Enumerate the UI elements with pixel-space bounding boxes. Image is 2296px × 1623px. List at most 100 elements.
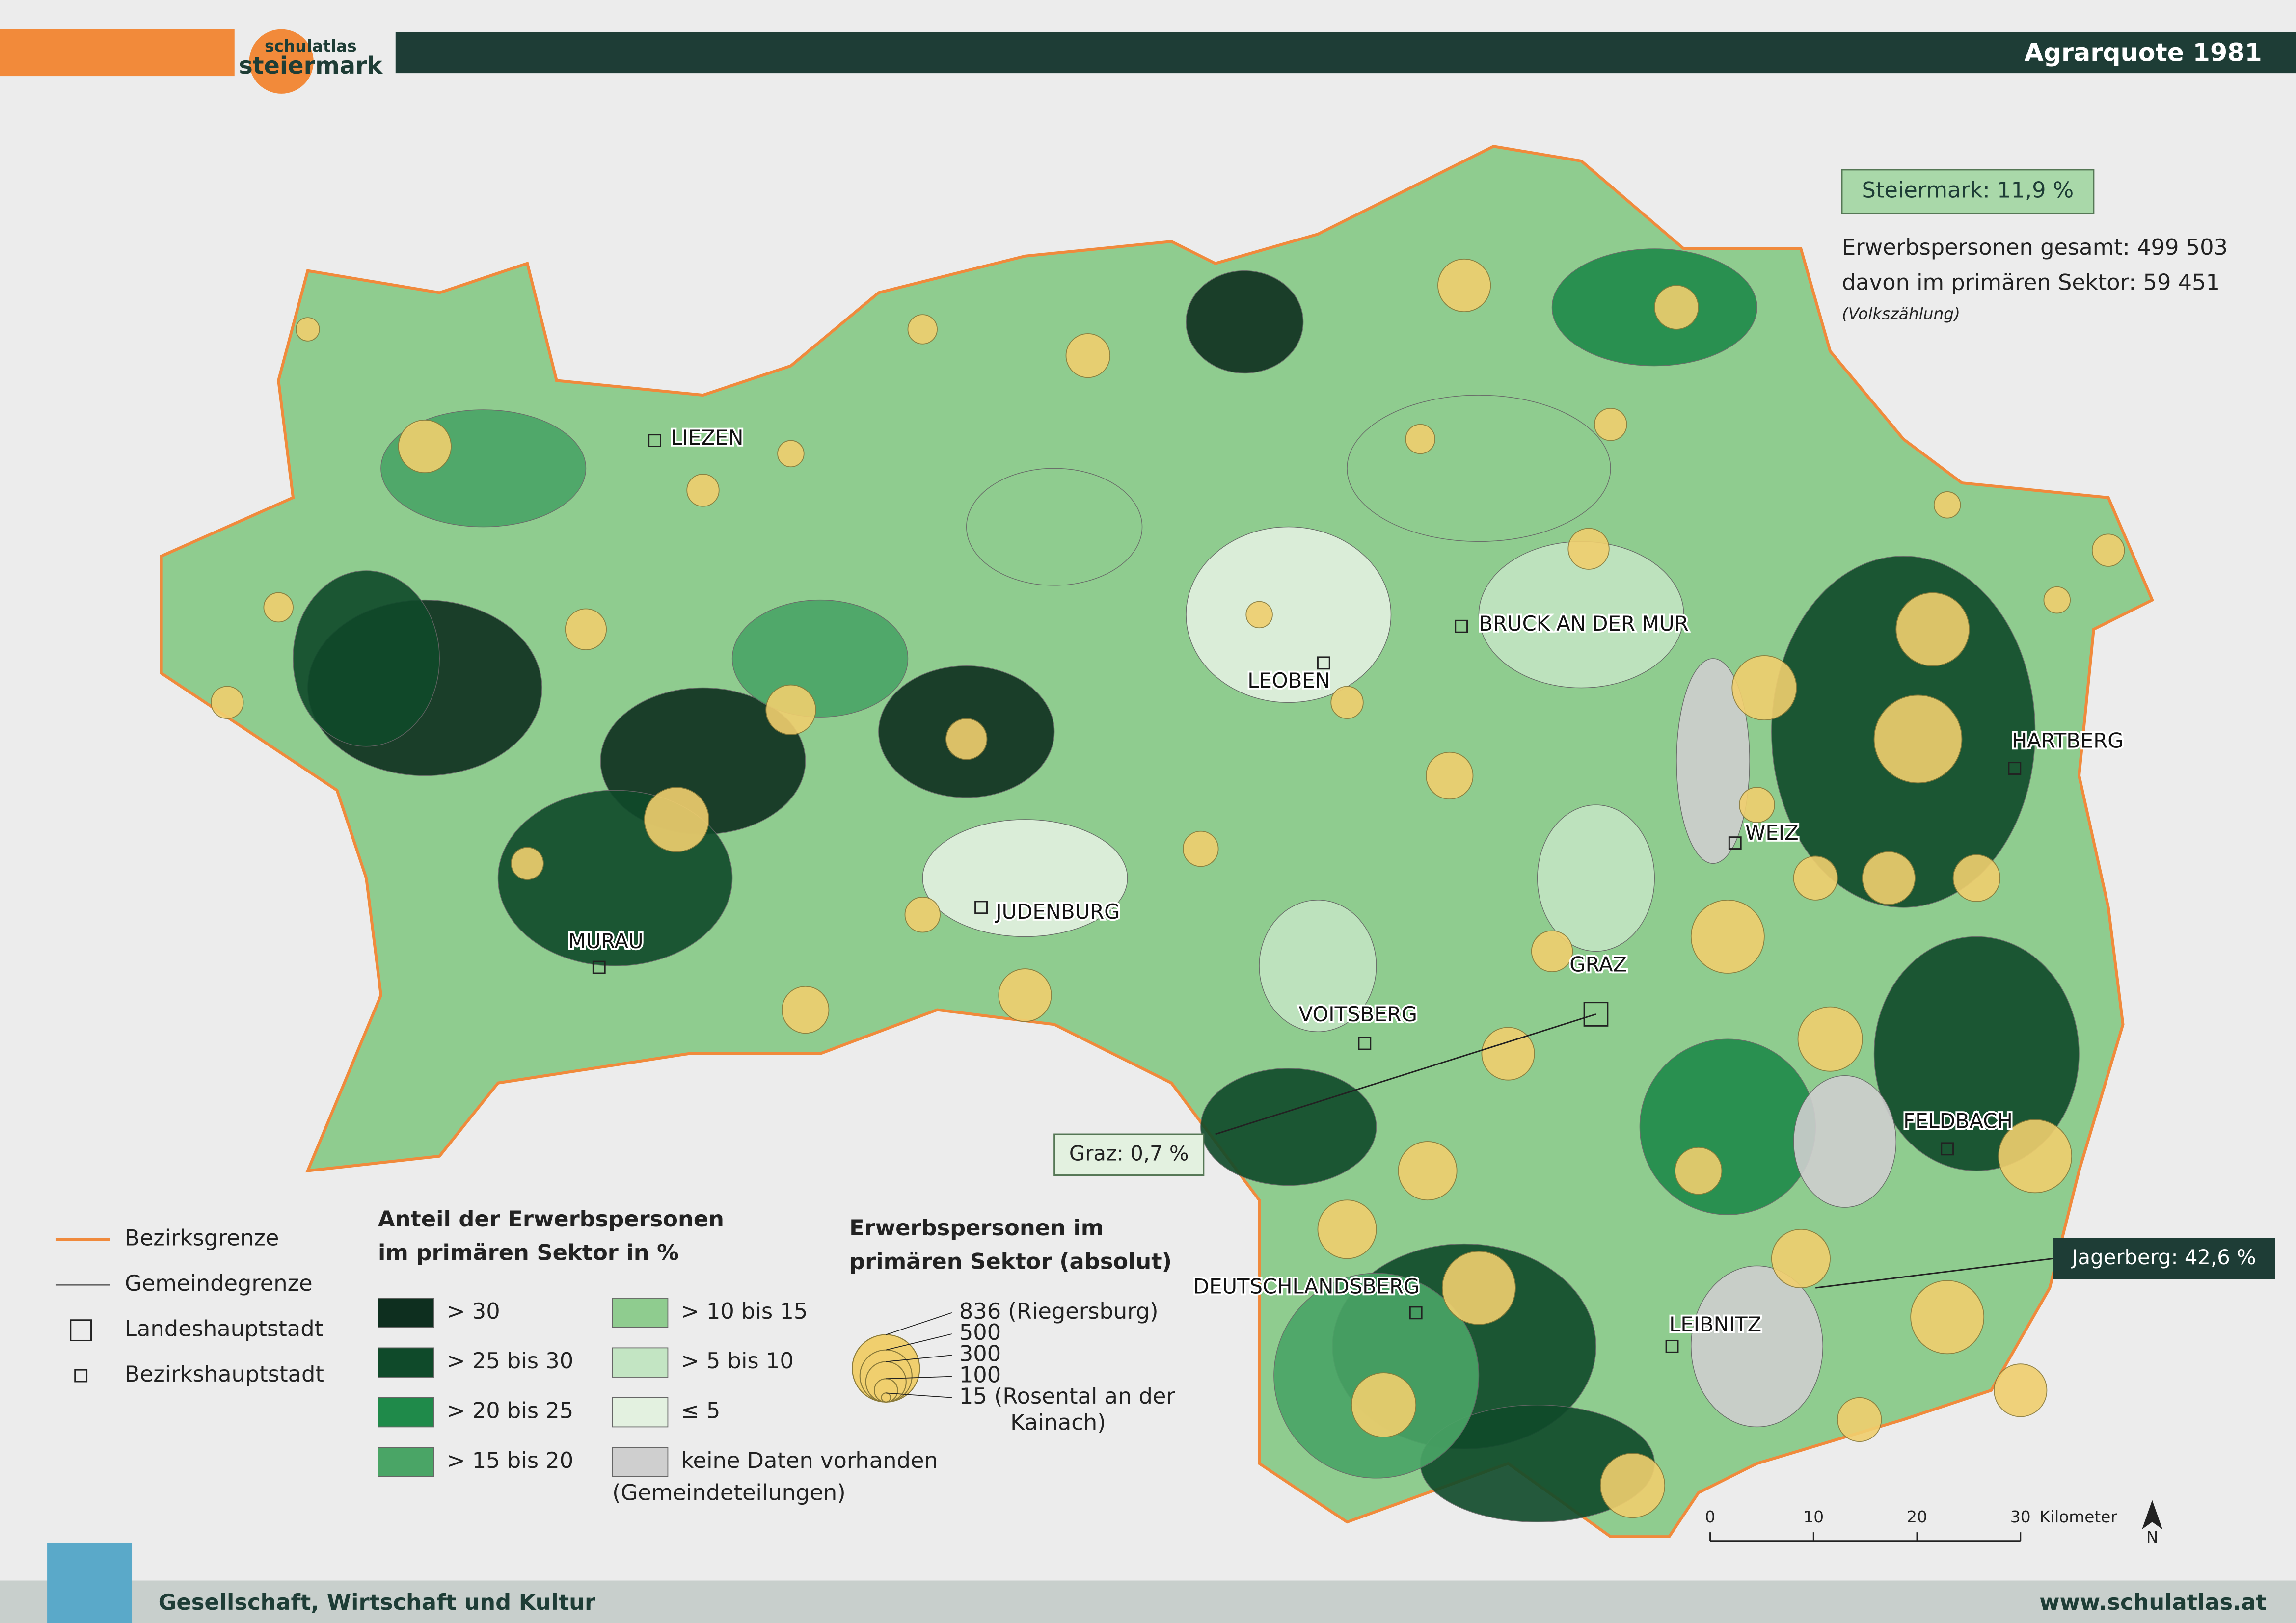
circle-symbol — [1837, 1397, 1882, 1442]
place-label: LIEZEN — [671, 426, 743, 450]
circle-symbol — [1481, 1027, 1535, 1081]
district-marker — [1358, 1037, 1372, 1050]
circle-symbol — [907, 314, 938, 345]
logo-small: schulatlas — [265, 37, 357, 55]
region-outline — [160, 145, 2154, 1539]
circle-symbol — [1398, 1141, 1458, 1201]
size-symbol — [881, 1392, 891, 1403]
size-label: 836 (Riegersburg) — [959, 1298, 1159, 1324]
circle-symbol — [945, 718, 988, 760]
circle-symbol — [1895, 592, 1970, 666]
callout-leader — [1815, 1258, 2053, 1289]
size-value: 100 — [959, 1362, 1001, 1388]
circle-symbol — [1873, 694, 1963, 784]
summary-line: davon im primären Sektor: 59 451 — [1842, 269, 2220, 295]
circle-symbol — [1531, 930, 1573, 972]
legend-title: Erwerbspersonen im — [849, 1215, 1104, 1241]
circle-symbol — [1862, 851, 1916, 905]
size-leader — [886, 1376, 952, 1380]
circle-symbol — [1330, 686, 1364, 719]
legend-label: > 10 bis 15 — [681, 1298, 808, 1324]
legend-swatch — [378, 1397, 434, 1428]
legend-title: Anteil der Erwerbspersonen — [378, 1206, 724, 1232]
circle-symbol — [686, 474, 720, 507]
place-label: JUDENBURG — [994, 900, 1120, 924]
circle-symbol — [1183, 830, 1219, 867]
size-value: 500 — [959, 1319, 1001, 1345]
district-marker — [648, 434, 661, 447]
callout-box — [2053, 1238, 2275, 1279]
circle-symbol — [1567, 528, 1610, 570]
area — [966, 468, 1143, 586]
place-label: DEUTSCHLANDSBERG — [1193, 1275, 1420, 1299]
capital-marker — [1583, 1002, 1609, 1027]
area — [1873, 936, 2080, 1171]
place-label: BRUCK AN DER MUR — [1479, 612, 1688, 636]
circle-symbol — [1690, 900, 1765, 974]
legend-title: im primären Sektor in % — [378, 1240, 679, 1266]
area — [293, 570, 440, 747]
legend-title: primären Sektor (absolut) — [849, 1248, 1172, 1274]
legend-label: > 20 bis 25 — [447, 1398, 573, 1424]
scale-label: 0 — [1705, 1508, 1715, 1526]
size-note: Kainach) — [1010, 1409, 1106, 1435]
district-marker — [974, 901, 988, 914]
legend-label: ≤ 5 — [681, 1398, 720, 1424]
legend-label: > 15 bis 20 — [447, 1447, 573, 1473]
district-marker — [1728, 836, 1742, 850]
place-label: VOITSBERG — [1299, 1002, 1417, 1026]
legend-square — [70, 1319, 92, 1341]
area — [1186, 526, 1392, 703]
size-leader — [886, 1312, 952, 1335]
size-value: 300 — [959, 1340, 1001, 1366]
scale-label: 30 — [2010, 1508, 2031, 1526]
circle-symbol — [1065, 333, 1110, 378]
size-label: 100 — [959, 1362, 1001, 1388]
circle-symbol — [1739, 787, 1775, 823]
legend-square — [74, 1369, 88, 1383]
area — [1793, 1075, 1897, 1208]
circle-symbol — [1793, 855, 1838, 901]
place-label: FELDBACH — [1903, 1109, 2013, 1133]
map-title: Agrarquote 1981 — [2025, 38, 2262, 67]
scale-unit: Kilometer — [2040, 1508, 2118, 1526]
circle-symbol — [1441, 1251, 1516, 1325]
district-marker — [1941, 1142, 1954, 1156]
circle-symbol — [1594, 408, 1627, 441]
size-leader — [886, 1333, 952, 1351]
footer-icon — [47, 1542, 133, 1623]
footer-bar — [0, 1580, 2296, 1623]
area — [1347, 395, 1611, 542]
circle-symbol — [1731, 655, 1797, 721]
circle-symbol — [1437, 258, 1491, 313]
circle-symbol — [1317, 1199, 1377, 1259]
callout-text: Jagerberg: 42,6 % — [2070, 1245, 2256, 1269]
circle-symbol — [1426, 751, 1474, 800]
circle-symbol — [1245, 601, 1273, 629]
summary-box — [1841, 169, 2095, 214]
circle-symbol — [1952, 854, 2000, 902]
area — [1186, 270, 1304, 374]
size-label: 15 (Rosental an der — [959, 1383, 1176, 1409]
legend-label: Bezirksgrenze — [125, 1225, 279, 1251]
legend-label: > 25 bis 30 — [447, 1348, 573, 1374]
summary-value: Steiermark: 11,9 % — [1862, 177, 2074, 203]
area — [922, 819, 1128, 937]
circle-symbol — [1675, 1146, 1723, 1195]
circle-symbol — [782, 985, 830, 1034]
size-note: (Riegersburg) — [1008, 1298, 1158, 1324]
logo-mark — [249, 29, 314, 94]
circle-symbol — [1351, 1372, 1417, 1438]
footer-url: www.schulatlas.at — [2039, 1589, 2266, 1615]
area — [731, 599, 909, 718]
area — [1639, 1038, 1816, 1215]
legend-swatch — [612, 1347, 669, 1378]
legend-label: Gemeindegrenze — [125, 1270, 313, 1296]
circle-symbol — [904, 897, 941, 933]
legend-label: Landeshauptstadt — [125, 1316, 323, 1342]
area — [1200, 1068, 1377, 1186]
district-marker — [1409, 1306, 1423, 1320]
scale-label: 10 — [1803, 1508, 1824, 1526]
